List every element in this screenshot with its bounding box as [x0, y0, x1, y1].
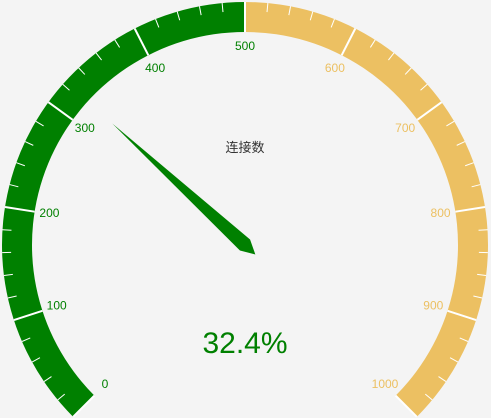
gauge-minor-tick	[62, 83, 70, 91]
gauge-minor-tick	[446, 120, 455, 127]
gauge-minor-tick	[449, 357, 459, 363]
gauge-minor-tick	[2, 229, 12, 231]
gauge-minor-tick	[404, 67, 412, 75]
gauge-minor-tick	[21, 337, 31, 342]
gauge-minor-tick	[176, 11, 181, 21]
gauge-minor-tick	[266, 3, 269, 13]
gauge-minor-tick	[388, 52, 395, 61]
gauge-split-line	[340, 28, 357, 56]
gauge-minor-tick	[16, 162, 26, 167]
gauge-axis-label: 200	[39, 206, 59, 220]
gauge-minor-tick	[477, 273, 487, 276]
gauge-axis-label: 400	[145, 61, 165, 75]
gauge-minor-tick	[438, 376, 447, 382]
gauge-pointer-group	[112, 123, 256, 255]
gauge-axis-label: 0	[102, 377, 109, 391]
gauge-minor-tick	[424, 393, 433, 401]
gauge-split-line	[133, 28, 150, 56]
gauge-minor-tick	[35, 120, 44, 127]
gauge-split-line	[13, 309, 43, 322]
gauge-minor-tick	[3, 273, 13, 276]
gauge-minor-tick	[9, 184, 19, 188]
gauge-minor-tick	[309, 11, 314, 21]
gauge-minor-tick	[288, 6, 292, 16]
gauge-title: 连接数	[225, 140, 264, 155]
gauge-axis-label: 600	[325, 61, 345, 75]
gauge-split-line	[72, 394, 96, 418]
gauge-band-1	[245, 2, 488, 417]
gauge-minor-tick	[24, 141, 34, 146]
gauge-minor-tick	[43, 376, 52, 382]
gauge-minor-tick	[471, 184, 481, 188]
gauge-minor-tick	[464, 162, 474, 167]
gauge-minor-tick	[420, 83, 428, 91]
gauge-split-line	[4, 205, 35, 213]
gauge-minor-tick	[473, 295, 483, 299]
gauge-axis-label: 300	[75, 121, 95, 135]
gauge-axis-labels: 0 100 200 300 400 500 600 700 800 900 1000	[39, 39, 450, 391]
gauge-minor-tick	[7, 295, 17, 299]
gauge-minor-tick	[478, 229, 488, 231]
gauge-axis-label: 800	[431, 206, 451, 220]
gauge-minor-tick	[155, 18, 160, 28]
gauge-minor-tick	[57, 393, 66, 401]
gauge-minor-tick	[198, 6, 202, 16]
gauge-split-line	[416, 101, 443, 121]
gauge-minor-tick	[31, 357, 41, 363]
gauge-axis-label: 700	[395, 121, 415, 135]
gauge-minor-tick	[95, 52, 102, 61]
gauge-minor-tick	[221, 3, 224, 13]
gauge-minor-tick	[459, 337, 469, 342]
gauge-split-line	[455, 205, 486, 213]
gauge-axis-label: 100	[47, 298, 67, 312]
gauge-band-0	[2, 2, 245, 417]
gauge-minor-tick	[456, 141, 466, 146]
gauge-minor-tick	[78, 67, 86, 75]
gauge-axis-label: 500	[235, 39, 255, 53]
gauge-axis-label: 900	[423, 298, 443, 312]
gauge-axis-label: 1000	[372, 377, 399, 391]
gauge-split-line	[47, 101, 74, 121]
gauge-minor-tick	[369, 39, 376, 48]
gauge-minor-tick	[114, 39, 121, 48]
gauge-split-line	[394, 394, 418, 418]
gauge-split-line	[447, 309, 477, 322]
gauge-minor-tick	[330, 18, 335, 28]
gauge-detail-value: 32.4%	[202, 327, 287, 360]
gauge-pointer	[112, 123, 256, 255]
